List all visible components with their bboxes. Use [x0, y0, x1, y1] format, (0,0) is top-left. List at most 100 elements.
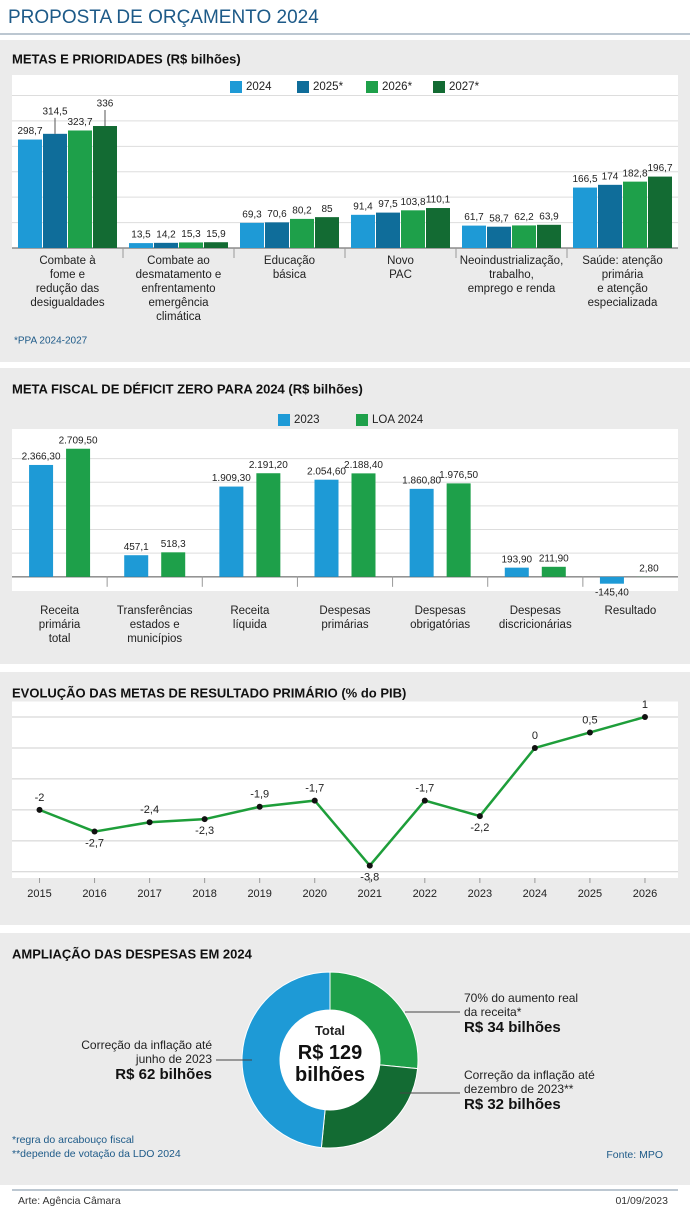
bar [462, 225, 486, 248]
legend-swatch [433, 81, 445, 93]
value-label: 2.191,20 [249, 460, 288, 471]
point [586, 729, 593, 736]
slice-value: R$ 62 bilhões [115, 1066, 212, 1083]
value-label: 15,3 [181, 229, 201, 240]
bar [29, 464, 54, 577]
bar [93, 126, 117, 248]
x-tick-label: Novo PAC [387, 255, 414, 281]
legend-label: 2023 [294, 414, 320, 426]
value-label: 2,80 [639, 563, 659, 574]
bar [179, 242, 203, 248]
legend-label: LOA 2024 [372, 414, 424, 426]
bar [43, 133, 67, 248]
x-tick-label: Despesas obrigatórias [410, 605, 471, 631]
x-tick-label: Despesas primárias [319, 605, 371, 631]
value-label: 211,90 [539, 553, 569, 564]
bar [426, 208, 450, 248]
x-tick-label: 2019 [247, 888, 271, 900]
bar [598, 184, 622, 248]
bar [541, 566, 566, 577]
x-tick-label: 2017 [137, 888, 161, 900]
x-tick-label: 2018 [192, 888, 216, 900]
value-label: 14,2 [156, 229, 176, 240]
point [91, 828, 98, 835]
point [531, 744, 538, 751]
value-label: 103,8 [400, 197, 425, 208]
bar [154, 242, 178, 248]
x-tick-label: 2021 [358, 888, 382, 900]
note: *PPA 2024-2027 [14, 336, 88, 347]
bar [573, 187, 597, 248]
bar [204, 242, 228, 248]
bar [219, 486, 244, 577]
point [256, 803, 263, 810]
plot-area [12, 75, 678, 248]
point [476, 813, 483, 820]
x-tick-label: Transferências estados e municípios [116, 605, 193, 645]
value-label: 1.909,30 [212, 473, 251, 484]
value-label: 13,5 [131, 230, 151, 241]
x-tick-label: Despesas discricionárias [498, 605, 572, 631]
x-tick-label: Receita primária total [38, 605, 81, 645]
chart-title: EVOLUÇÃO DAS METAS DE RESULTADO PRIMÁRIO… [12, 685, 406, 700]
value-label: -2,2 [470, 822, 489, 834]
value-label: 58,7 [489, 213, 509, 224]
value-label: 80,2 [292, 206, 312, 217]
value-label: -1,7 [305, 782, 324, 794]
value-label: 182,8 [622, 168, 647, 179]
value-label: 323,7 [67, 117, 92, 128]
value-label: -3,8 [360, 872, 379, 884]
point [36, 806, 43, 813]
donut-hole [280, 1010, 380, 1110]
x-tick-label: 2023 [468, 888, 492, 900]
x-tick-label: 2015 [27, 888, 51, 900]
value-label: -2,4 [140, 804, 159, 816]
legend-label: 2026* [382, 81, 413, 93]
legend-label: 2027* [449, 81, 480, 93]
value-label: 0,5 [582, 714, 597, 726]
bar [240, 222, 264, 248]
value-label: 15,9 [206, 229, 226, 240]
bar [446, 483, 471, 577]
bar [256, 473, 281, 577]
value-label: 69,3 [242, 209, 262, 220]
slice-label: Correção da inflação até junho de 2023 [81, 1038, 212, 1066]
bar [599, 576, 624, 584]
value-label: 2.366,30 [22, 452, 61, 463]
point [311, 797, 318, 804]
legend-swatch [230, 81, 242, 93]
value-label: 1.976,50 [439, 470, 478, 481]
bar [129, 243, 153, 248]
x-tick-label: Receita líquida [230, 605, 270, 631]
value-label: 70,6 [267, 209, 287, 220]
bar [623, 181, 647, 248]
slice-label: Correção da inflação até dezembro de 202… [464, 1068, 595, 1096]
value-label: -1,7 [415, 782, 434, 794]
x-tick-label: 2025 [578, 888, 602, 900]
value-label: 62,2 [514, 212, 534, 223]
value-label: 2.188,40 [344, 460, 383, 471]
legend-swatch [297, 81, 309, 93]
bar [161, 552, 186, 577]
value-label: 97,5 [378, 199, 398, 210]
x-tick-label: Combate à fome e redução das desigualdad… [30, 255, 105, 309]
slice-value: R$ 32 bilhões [464, 1096, 561, 1113]
legend-swatch [366, 81, 378, 93]
chart-title: META FISCAL DE DÉFICIT ZERO PARA 2024 (R… [12, 381, 363, 396]
slice-label: 70% do aumento real da receita* [464, 991, 579, 1019]
value-label: -2,7 [85, 837, 104, 849]
page-title: PROPOSTA DE ORÇAMENTO 2024 [8, 7, 319, 28]
x-tick-label: 2016 [82, 888, 106, 900]
x-tick-label: 2022 [413, 888, 437, 900]
source: Fonte: MPO [606, 1149, 663, 1161]
value-label: -145,40 [595, 587, 629, 598]
bar [18, 139, 42, 248]
point [366, 862, 373, 869]
bar [487, 226, 511, 248]
x-tick-label: Saúde: atenção primária e atenção especi… [582, 255, 663, 309]
legend-swatch [356, 414, 368, 426]
footnote: **depende de votação da LDO 2024 [12, 1148, 181, 1160]
bar [537, 224, 561, 248]
value-label: 2.709,50 [59, 435, 98, 446]
